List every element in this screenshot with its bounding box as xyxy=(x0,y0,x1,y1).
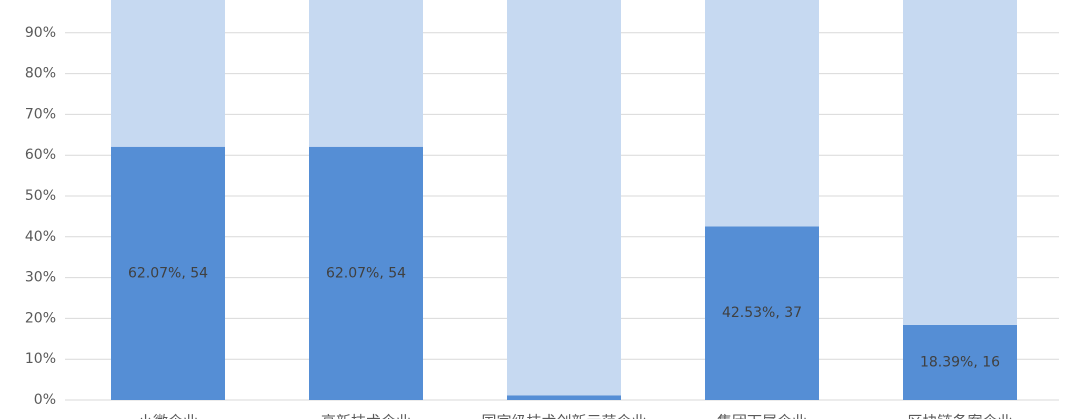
y-tick-label: 50% xyxy=(25,188,56,204)
y-tick-label: 90% xyxy=(25,25,56,41)
bar-segment xyxy=(705,226,819,400)
data-label: 42.53%, 37 xyxy=(722,305,802,321)
bar-segment xyxy=(309,146,423,400)
data-label: 62.07%, 54 xyxy=(128,265,208,281)
x-tick-label: 高新技术企业 xyxy=(321,413,411,419)
bar-segment xyxy=(903,0,1017,325)
y-tick-label: 70% xyxy=(25,106,56,122)
y-tick-label: 60% xyxy=(25,147,56,163)
data-label: 62.07%, 54 xyxy=(326,265,406,281)
x-tick-label: 国家级技术创新示范企业 xyxy=(481,413,646,419)
data-label: 18.39%, 16 xyxy=(920,354,1000,370)
bar-segment xyxy=(507,0,621,396)
y-tick-label: 0% xyxy=(34,392,56,408)
bar-segment xyxy=(507,395,621,400)
bar-segment xyxy=(903,324,1017,400)
x-tick-label: 小微企业 xyxy=(138,413,198,419)
y-tick-label: 10% xyxy=(25,351,56,367)
x-tick-label: 区块链备案企业 xyxy=(907,413,1012,419)
bar-segment xyxy=(309,0,423,147)
x-tick-label: 集团下属企业 xyxy=(717,413,807,419)
bar-segment xyxy=(705,0,819,227)
y-tick-label: 20% xyxy=(25,310,56,326)
y-tick-label: 30% xyxy=(25,270,56,286)
y-tick-label: 40% xyxy=(25,229,56,245)
bar-segment xyxy=(111,146,225,400)
y-tick-label: 80% xyxy=(25,66,56,82)
bar-segment xyxy=(111,0,225,147)
